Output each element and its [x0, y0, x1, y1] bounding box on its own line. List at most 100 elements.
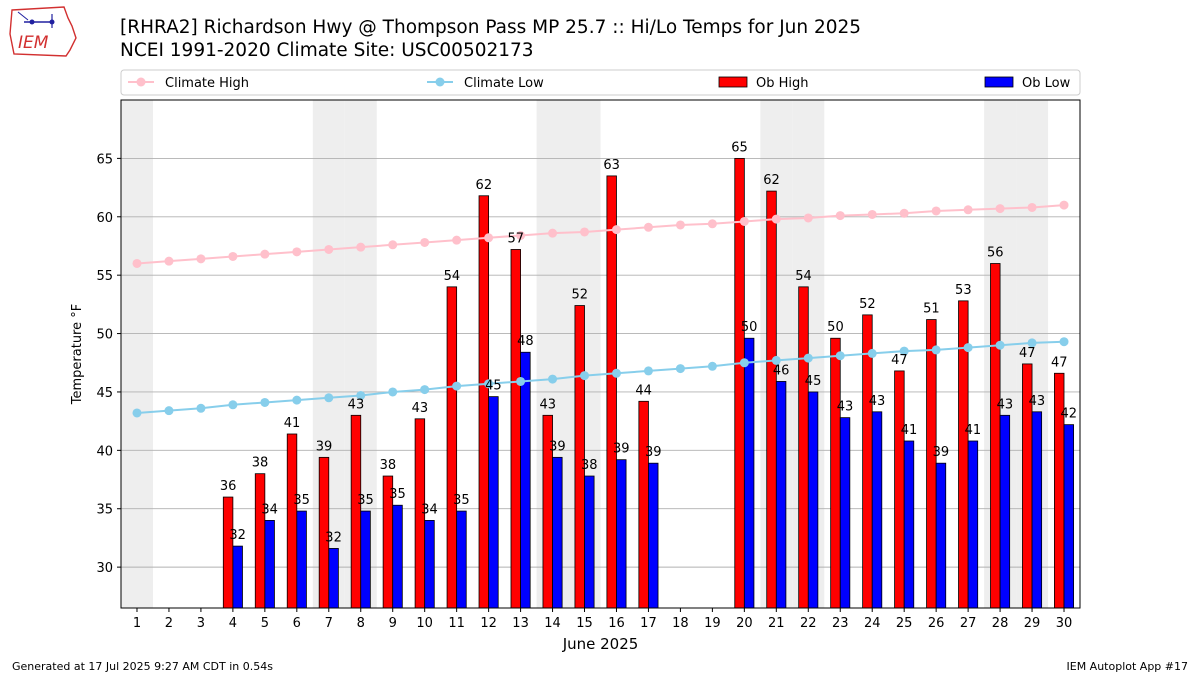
climate-high-point — [835, 211, 845, 221]
climate-low-point — [995, 340, 1005, 350]
ob-low-bar — [232, 545, 243, 609]
ob-low-label: 34 — [261, 502, 278, 517]
ob-high-label: 43 — [539, 397, 556, 412]
ob-low-label: 32 — [325, 530, 342, 545]
climate-high-point — [196, 254, 206, 264]
ob-high-label: 43 — [348, 397, 365, 412]
ob-low-label: 50 — [741, 320, 758, 335]
ob-high-bar — [1054, 372, 1065, 609]
climate-high-point — [292, 247, 302, 257]
ob-high-bar — [734, 157, 745, 609]
x-tick-label: 8 — [357, 616, 365, 631]
y-axis: 30 35 40 45 50 55 60 65 — [96, 152, 121, 576]
ob-high-label: 57 — [508, 231, 525, 246]
climate-high-point — [707, 219, 717, 229]
x-tick-label: 25 — [896, 616, 913, 631]
legend-label: Climate High — [165, 76, 249, 91]
climate-low-point — [196, 403, 206, 413]
x-tick-label: 27 — [960, 616, 977, 631]
ob-low-label: 39 — [613, 442, 630, 457]
ob-low-label: 35 — [357, 493, 374, 508]
climate-low-point — [867, 348, 877, 358]
ob-low-bar — [1031, 411, 1043, 609]
climate-low-point — [484, 379, 494, 389]
ob-high-bar — [606, 175, 617, 609]
climate-high-point — [995, 204, 1005, 214]
climate-high-point — [516, 230, 526, 240]
climate-high-point — [580, 227, 590, 237]
weekend-band-14 — [536, 100, 569, 608]
ob-high-bar — [222, 496, 234, 609]
climate-high-point — [132, 258, 142, 268]
y-tick-label: 45 — [96, 386, 113, 401]
ob-low-bar — [264, 520, 275, 609]
x-tick-label: 9 — [389, 616, 397, 631]
climate-low-point — [739, 358, 749, 368]
ob-low-bar — [1063, 424, 1075, 609]
ob-high-bar — [926, 319, 937, 609]
ob-low-bar — [871, 411, 883, 609]
ob-low-label: 35 — [389, 487, 406, 502]
ob-low-label: 45 — [805, 374, 822, 389]
legend: Climate High Climate Low Ob High Ob Low — [120, 69, 1081, 96]
ob-high-label: 62 — [476, 178, 493, 193]
legend-marker — [136, 77, 146, 87]
ob-low-label: 39 — [645, 445, 662, 460]
weekend-band-1 — [121, 100, 153, 608]
ob-low-label: 45 — [485, 379, 502, 394]
climate-low-point — [963, 343, 973, 353]
ob-high-bar — [510, 249, 521, 609]
ob-low-bar — [839, 417, 851, 609]
ob-low-bar — [552, 456, 563, 609]
x-tick-label: 5 — [261, 616, 269, 631]
climate-high-point — [164, 256, 174, 266]
gridlines — [121, 157, 1080, 568]
climate-low-line — [136, 340, 1065, 414]
climate-lines — [132, 200, 1069, 418]
ob-high-label: 50 — [827, 320, 844, 335]
climate-high-point — [452, 235, 462, 245]
ob-low-bar — [520, 351, 531, 609]
x-tick-label: 14 — [544, 616, 561, 631]
ob-high-label: 52 — [571, 288, 588, 303]
ob-high-label: 36 — [220, 479, 237, 494]
ob-low-bar — [328, 548, 339, 609]
bars — [222, 157, 1075, 609]
climate-high-point — [739, 216, 749, 226]
ob-low-bar — [775, 381, 787, 609]
y-tick-label: 65 — [96, 152, 113, 167]
climate-low-point — [771, 355, 781, 365]
y-tick-label: 35 — [96, 503, 113, 518]
chart-title: [RHRA2] Richardson Hwy @ Thompson Pass M… — [120, 17, 862, 38]
ob-low-bar — [456, 510, 467, 609]
climate-low-point — [675, 364, 685, 374]
ob-high-bar — [862, 314, 873, 609]
climate-high-point — [1027, 202, 1037, 212]
ob-low-bar — [648, 462, 659, 609]
ob-high-label: 51 — [923, 302, 940, 317]
ob-low-bar — [967, 440, 979, 609]
climate-high-line — [136, 204, 1065, 265]
ob-high-label: 47 — [1051, 355, 1068, 370]
climate-high-point — [260, 249, 270, 259]
legend-marker — [435, 77, 445, 87]
x-tick-label: 1 — [133, 616, 141, 631]
x-tick-label: 3 — [197, 616, 205, 631]
ob-low-bar — [296, 510, 307, 609]
ob-low-label: 35 — [293, 493, 310, 508]
climate-low-point — [548, 374, 558, 384]
y-tick-label: 55 — [96, 269, 113, 284]
ob-low-label: 43 — [997, 397, 1014, 412]
ob-high-bar — [766, 190, 777, 609]
ob-low-label: 41 — [965, 423, 982, 438]
ob-high-label: 56 — [987, 245, 1004, 260]
ob-high-label: 47 — [1019, 346, 1036, 361]
climate-high-point — [548, 228, 558, 238]
x-tick-label: 6 — [293, 616, 301, 631]
ob-low-label: 32 — [229, 528, 246, 543]
ob-high-label: 47 — [891, 353, 908, 368]
ob-low-label: 43 — [1029, 394, 1046, 409]
climate-high-point — [803, 213, 813, 223]
ob-low-bar — [616, 459, 627, 609]
